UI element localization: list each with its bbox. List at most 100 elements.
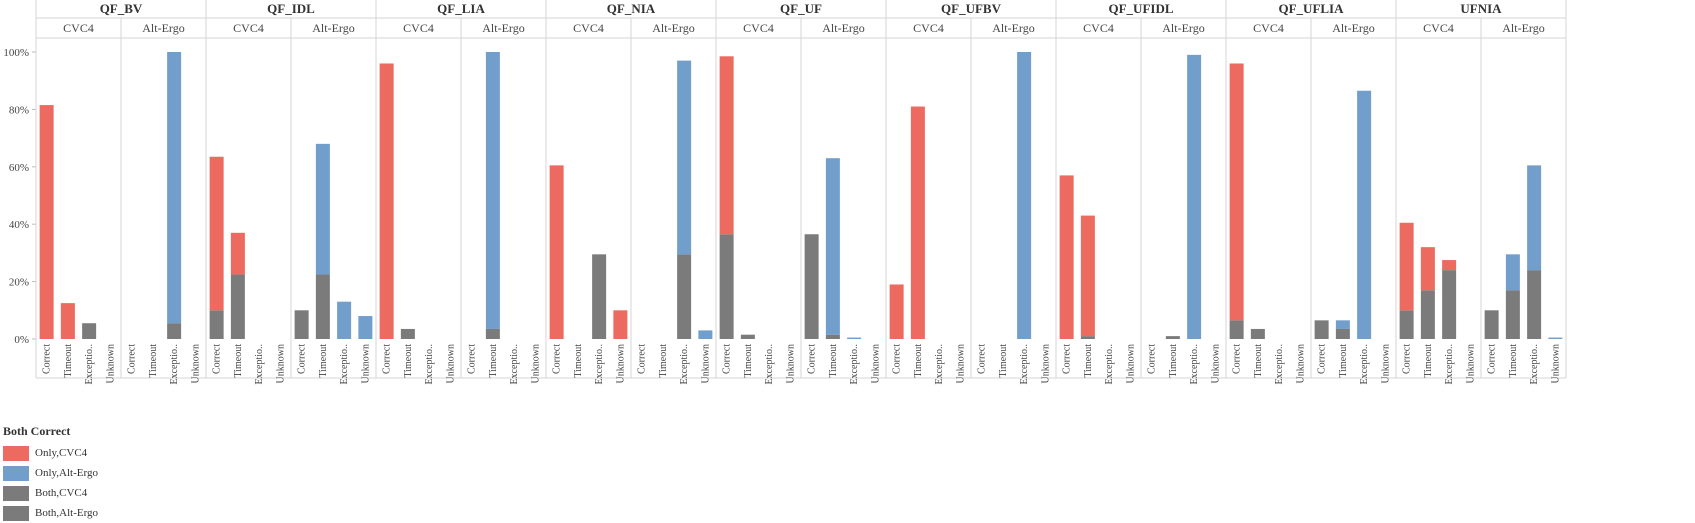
solver-header: Alt-Ergo xyxy=(142,21,184,35)
solver-header: CVC4 xyxy=(913,21,944,35)
bar-segment-both xyxy=(1505,290,1520,339)
bar-segment-only xyxy=(39,105,54,339)
bar-segment-both xyxy=(1314,320,1329,339)
logic-header: UFNIA xyxy=(1460,1,1502,16)
x-tick-label: Correct xyxy=(1402,344,1413,374)
x-tick-label: Timeout xyxy=(1338,344,1349,378)
bar-segment-only xyxy=(1059,175,1074,339)
x-tick-label: Exceptio.. xyxy=(1529,344,1540,385)
x-tick-label: Exceptio.. xyxy=(764,344,775,385)
bar-segment-both xyxy=(294,310,309,339)
solver-header: Alt-Ergo xyxy=(652,21,694,35)
legend-swatch xyxy=(3,445,29,461)
legend-swatch xyxy=(3,485,29,501)
bar-segment-only xyxy=(910,106,925,339)
legend-swatch xyxy=(3,505,29,521)
y-tick-label: 60% xyxy=(9,162,29,174)
x-tick-label: Correct xyxy=(977,344,988,374)
bar-segment-only xyxy=(315,143,330,275)
bar-segment-only xyxy=(889,284,904,339)
bar-segment-only xyxy=(1335,320,1350,329)
bar-segment-only xyxy=(1527,165,1542,271)
legend-item-only-cvc4[interactable]: Only,CVC4 xyxy=(3,443,98,463)
bar-segment-both xyxy=(230,274,245,339)
bar-segment-only xyxy=(549,165,564,339)
x-tick-label: Correct xyxy=(467,344,478,374)
bar-segment-only xyxy=(1548,337,1563,339)
x-tick-label: Unknown xyxy=(1465,344,1476,383)
solver-header: CVC4 xyxy=(403,21,434,35)
bar-segment-only xyxy=(230,232,245,275)
bar-segment-both xyxy=(1399,310,1414,339)
x-tick-label: Correct xyxy=(1317,344,1328,374)
x-tick-label: Timeout xyxy=(1253,344,1264,378)
bar-segment-only xyxy=(485,52,500,329)
logic-header: QF_UFLIA xyxy=(1279,1,1345,16)
legend-item-both-alt-ergo[interactable]: Both,Alt-Ergo xyxy=(3,503,98,523)
x-tick-label: Timeout xyxy=(403,344,414,378)
bar-segment-both xyxy=(82,323,97,339)
chart-legend: Both Correct Only,CVC4 Only,Alt-Ergo Bot… xyxy=(3,424,98,523)
legend-item-only-alt-ergo[interactable]: Only,Alt-Ergo xyxy=(3,463,98,483)
x-tick-label: Unknown xyxy=(1210,344,1221,383)
legend-label: Both,CVC4 xyxy=(35,487,88,499)
bar-segment-both xyxy=(1229,320,1244,339)
x-tick-label: Exceptio.. xyxy=(509,344,520,385)
x-tick-label: Exceptio.. xyxy=(594,344,605,385)
bar-segment-only xyxy=(1229,63,1244,321)
logic-header: QF_UFIDL xyxy=(1109,1,1174,16)
bar-segment-only xyxy=(1442,260,1457,271)
x-tick-label: Exceptio.. xyxy=(1274,344,1285,385)
bar-segment-only xyxy=(613,310,628,339)
bar-segment-only xyxy=(825,158,840,335)
x-tick-label: Exceptio.. xyxy=(1359,344,1370,385)
x-tick-label: Timeout xyxy=(63,344,74,378)
x-tick-label: Timeout xyxy=(488,344,499,378)
x-tick-label: Correct xyxy=(382,344,393,374)
x-tick-label: Unknown xyxy=(105,344,116,383)
solver-header: Alt-Ergo xyxy=(1502,21,1544,35)
logic-header: QF_UFBV xyxy=(941,1,1002,16)
logic-header: QF_BV xyxy=(100,1,143,16)
x-tick-label: Correct xyxy=(212,344,223,374)
y-tick-label: 20% xyxy=(9,277,29,289)
bar-segment-only xyxy=(1357,90,1372,340)
x-tick-label: Unknown xyxy=(785,344,796,383)
legend-label: Only,Alt-Ergo xyxy=(35,467,98,479)
bar-segment-both xyxy=(825,334,840,339)
y-tick-label: 80% xyxy=(9,104,29,116)
x-tick-label: Timeout xyxy=(743,344,754,378)
solver-header: CVC4 xyxy=(63,21,94,35)
x-tick-label: Timeout xyxy=(828,344,839,378)
x-tick-label: Timeout xyxy=(658,344,669,378)
x-tick-label: Correct xyxy=(1232,344,1243,374)
x-tick-label: Correct xyxy=(1062,344,1073,374)
solver-header: Alt-Ergo xyxy=(822,21,864,35)
x-tick-label: Unknown xyxy=(190,344,201,383)
x-tick-label: Exceptio.. xyxy=(679,344,690,385)
bar-segment-both xyxy=(400,328,415,339)
legend-label: Both,Alt-Ergo xyxy=(35,507,99,519)
bar-segment-only xyxy=(677,60,692,255)
x-tick-label: Exceptio.. xyxy=(339,344,350,385)
bar-segment-both xyxy=(209,310,224,339)
bar-segment-both xyxy=(315,274,330,339)
bar-segment-only xyxy=(60,303,75,339)
x-tick-label: Exceptio.. xyxy=(84,344,95,385)
logic-header: QF_LIA xyxy=(437,1,485,16)
bar-segment-only xyxy=(209,156,224,311)
y-tick-label: 100% xyxy=(3,47,29,59)
x-tick-label: Correct xyxy=(892,344,903,374)
bar-segment-both xyxy=(1442,270,1457,339)
x-tick-label: Unknown xyxy=(1295,344,1306,383)
bar-segment-only xyxy=(337,301,352,339)
x-tick-label: Correct xyxy=(42,344,53,374)
bar-segment-both xyxy=(740,334,755,339)
x-tick-label: Unknown xyxy=(870,344,881,383)
bar-segment-both xyxy=(167,323,182,339)
x-tick-label: Correct xyxy=(552,344,563,374)
legend-item-both-cvc4[interactable]: Both,CVC4 xyxy=(3,483,98,503)
x-tick-label: Timeout xyxy=(1423,344,1434,378)
x-tick-label: Exceptio.. xyxy=(1019,344,1030,385)
